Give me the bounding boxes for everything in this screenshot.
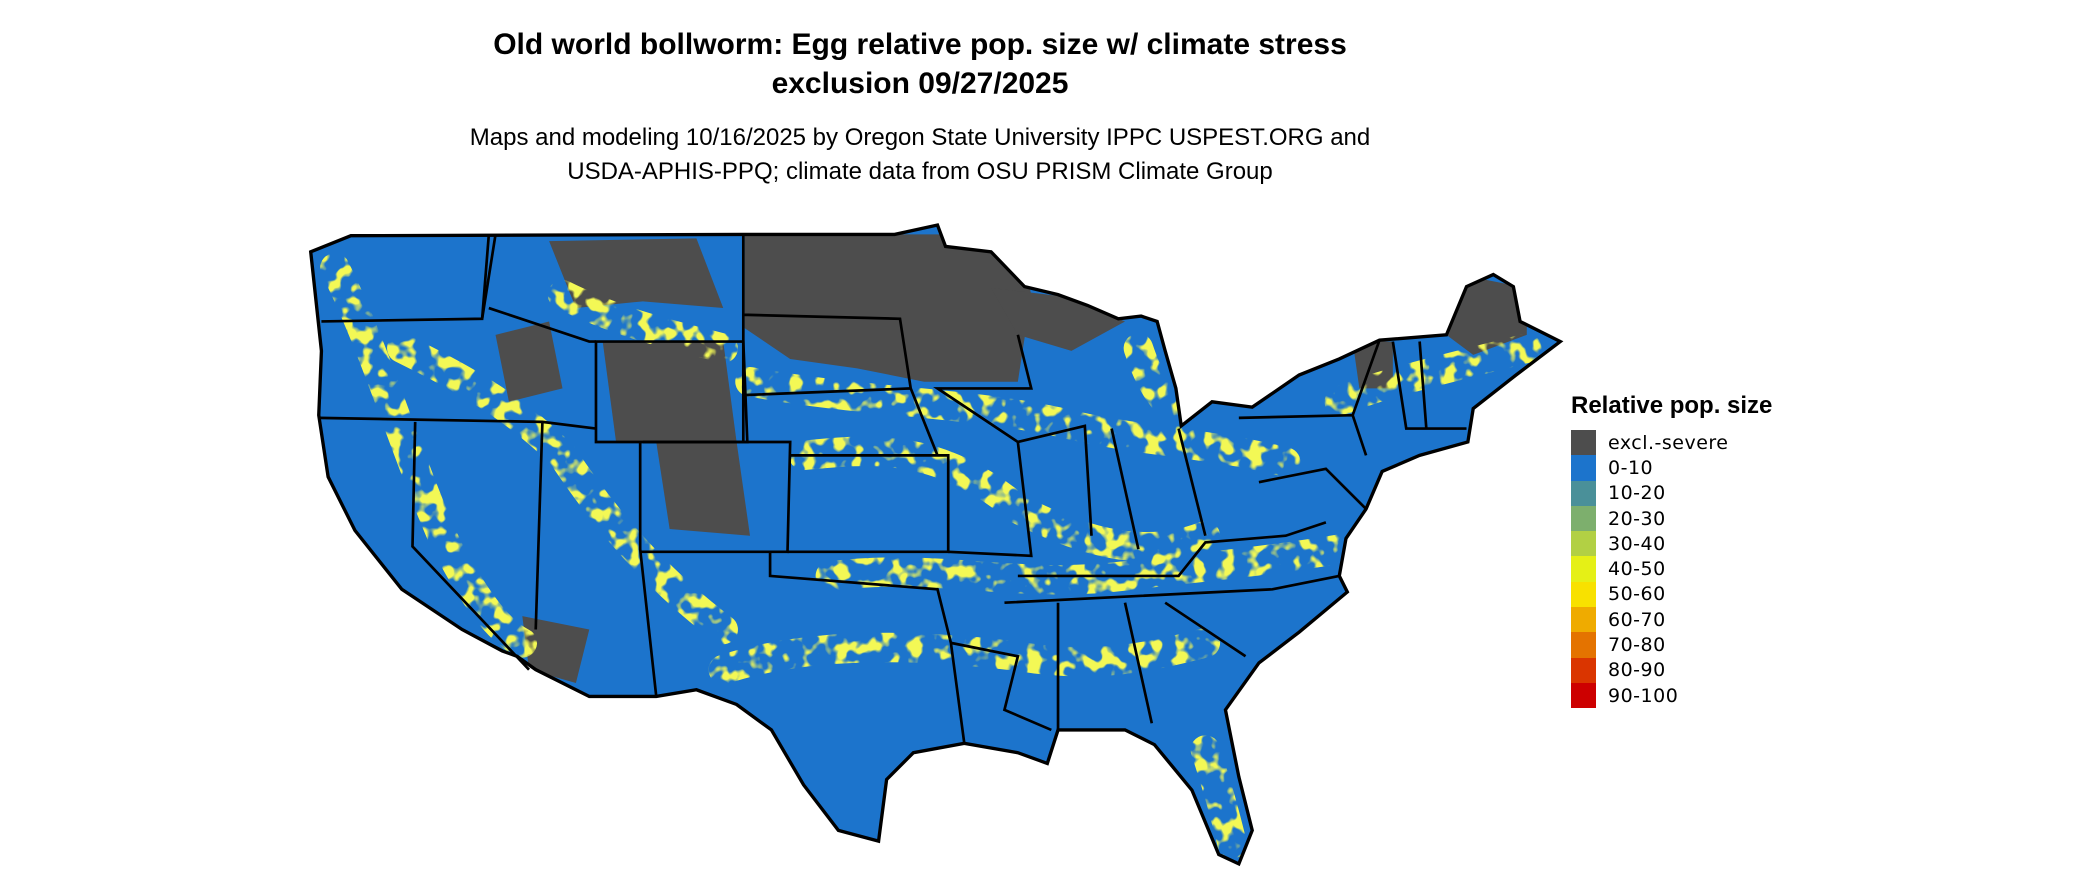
legend-item: 90-100	[1571, 682, 1772, 709]
legend-swatch	[1571, 505, 1596, 532]
legend-swatch	[1571, 607, 1596, 633]
legend-swatch	[1571, 657, 1596, 683]
legend-item: 10-20	[1571, 480, 1772, 506]
legend-item: 30-40	[1571, 531, 1772, 557]
legend-label: 0-10	[1608, 456, 1654, 479]
legend-label: 10-20	[1608, 482, 1666, 505]
legend-label: 70-80	[1608, 634, 1666, 657]
legend-label: 80-90	[1608, 659, 1666, 682]
map-subtitle: Maps and modeling 10/16/2025 by Oregon S…	[469, 124, 1371, 151]
legend-label: 20-30	[1608, 507, 1666, 530]
legend-swatch	[1571, 531, 1596, 557]
legend-swatch	[1571, 682, 1596, 709]
map-title-line2: exclusion 09/27/2025	[771, 67, 1069, 100]
legend-title: Relative pop. size	[1571, 392, 1773, 419]
legend-swatch	[1571, 455, 1596, 481]
legend-item: 80-90	[1571, 657, 1772, 683]
map-title: Old world bollworm: Egg relative pop. si…	[493, 28, 1347, 61]
legend-swatch	[1571, 556, 1596, 582]
legend-swatch	[1571, 430, 1596, 456]
legend-swatch	[1571, 480, 1596, 506]
legend-label: 90-100	[1608, 684, 1679, 707]
map-subtitle-line2: USDA-APHIS-PPQ; climate data from OSU PR…	[567, 158, 1273, 185]
legend-item: 0-10	[1571, 455, 1772, 481]
legend-item: 20-30	[1571, 505, 1772, 532]
legend-label: 30-40	[1608, 532, 1666, 555]
legend: Relative pop. size excl.-severe 0-10 10-20…	[1571, 392, 1773, 709]
legend-item: 70-80	[1571, 632, 1772, 658]
legend-swatch	[1571, 632, 1596, 658]
legend-label: 50-60	[1608, 583, 1666, 606]
legend-label: 60-70	[1608, 608, 1666, 631]
legend-item: excl.-severe	[1571, 430, 1772, 456]
legend-item: 60-70	[1571, 607, 1772, 633]
legend-label: 40-50	[1608, 558, 1666, 581]
legend-label: excl.-severe	[1608, 431, 1729, 454]
legend-swatch	[1571, 581, 1596, 608]
legend-items: excl.-severe 0-10 10-20 20-30 30-40 40-50 50-6…	[1571, 430, 1772, 709]
legend-item: 50-60	[1571, 581, 1772, 608]
legend-item: 40-50	[1571, 556, 1772, 582]
state-borders	[318, 234, 1467, 744]
